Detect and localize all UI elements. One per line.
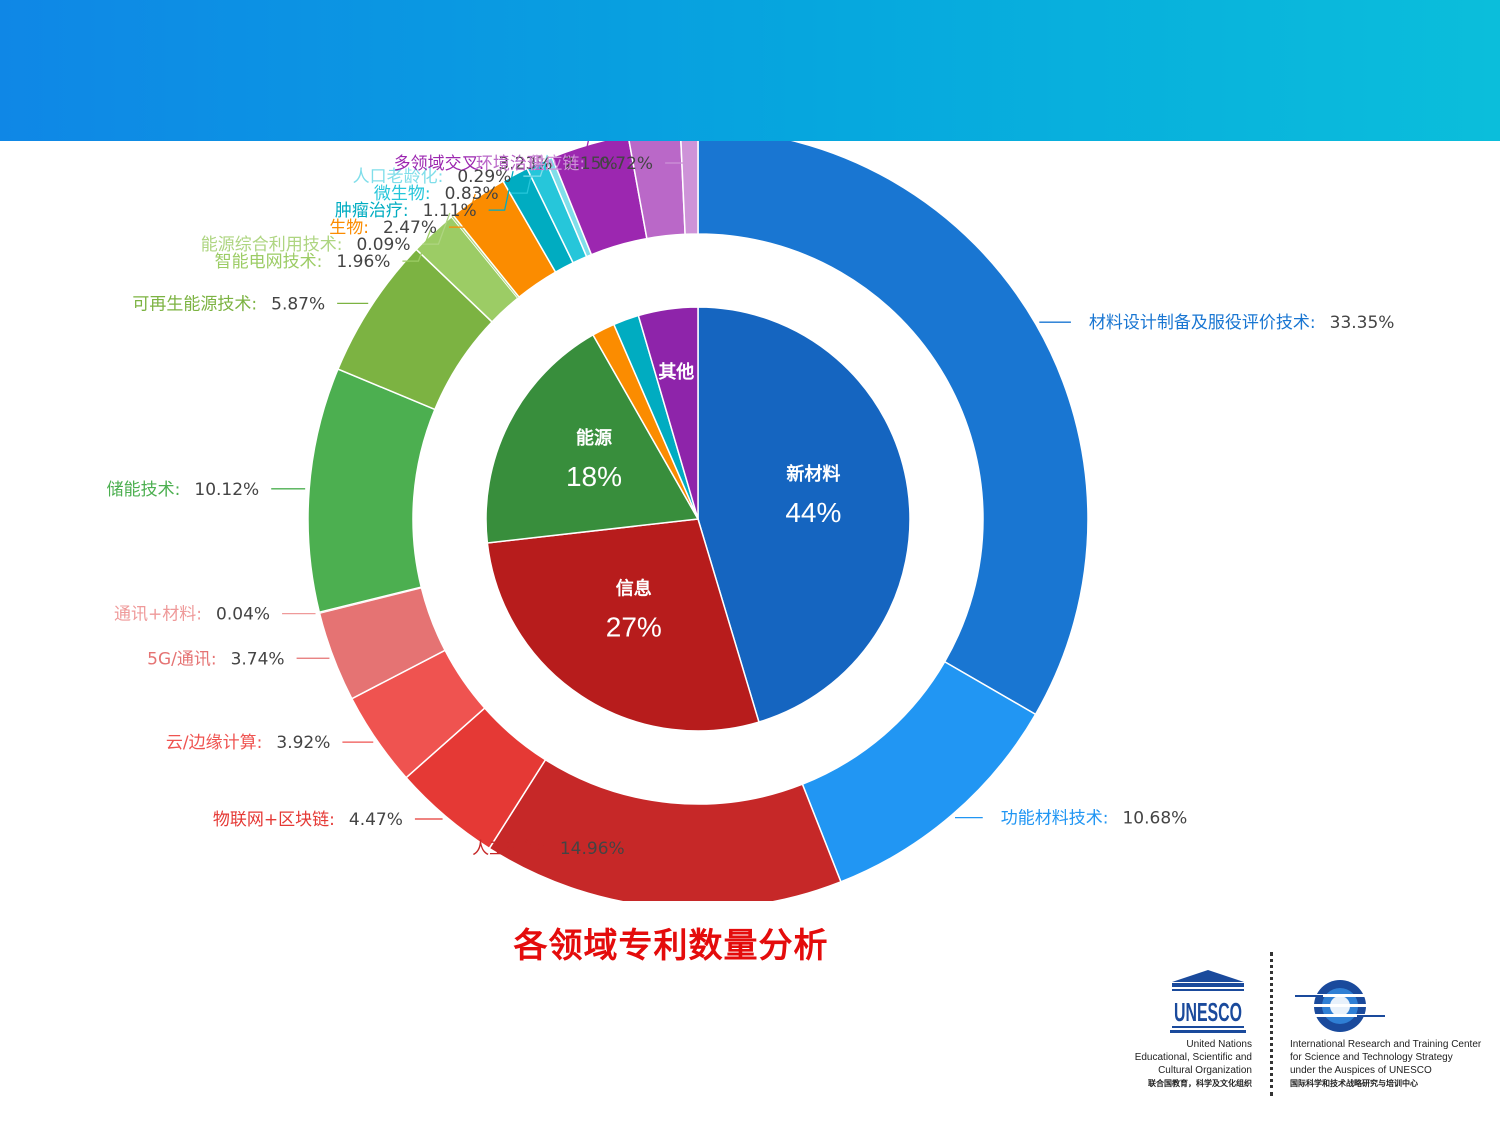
outer-label-name: 5G/通讯: [147, 649, 216, 669]
outer-label-value: 3.92% [276, 733, 330, 753]
outer-label-value: 0.83% [445, 184, 499, 204]
outer-slice-材料设计制备及服役评价技术 [697, 141, 1089, 716]
outer-label-name: 储能技术: [107, 480, 181, 500]
outer-label-value: 0.09% [356, 235, 410, 255]
outer-label-name: 材料设计制备及服役评价技术: [1089, 313, 1316, 333]
outer-label-value: 3.23% [498, 154, 552, 174]
outer-label-value: 5.87% [271, 294, 325, 314]
leader-多领域交叉 [564, 141, 589, 164]
outer-label-value: 0.04% [216, 605, 270, 625]
outer-label-可再生能源技术: 可再生能源技术: 5.87% [132, 294, 325, 314]
leader-微生物 [510, 160, 536, 194]
outer-label-人工智能: 人工智能: 14.96% [472, 839, 625, 859]
outer-slice-人工智能 [488, 758, 842, 901]
outer-label-value: 4.47% [349, 810, 403, 830]
outer-label-value: 2.15% [564, 154, 618, 174]
outer-label-value: 0.29% [457, 167, 511, 187]
outer-label-value: 1.96% [336, 252, 390, 272]
outer-label-value: 33.35% [1330, 313, 1395, 333]
outer-label-功能材料技术: 功能材料技术: 10.68% [1001, 809, 1188, 829]
outer-label-value: 0.72% [599, 154, 653, 174]
inner-label-信息: 信息 [616, 577, 652, 599]
leader-lines [271, 141, 1071, 901]
outer-label-name: 供应链: [528, 154, 585, 174]
outer-labels: 材料设计制备及服役评价技术: 33.35% 功能材料技术: 10.68% 人工智能: 14… [107, 154, 1395, 859]
center-logo: International Research and Training Cent… [1285, 948, 1500, 1098]
center-name: International Research and Training Cent… [1290, 1039, 1482, 1088]
inner-slice-能源 [485, 333, 700, 544]
outer-label-智能电网技术: 智能电网技术: 1.96% [215, 252, 391, 272]
outer-slice-供应链 [680, 141, 699, 236]
outer-label-name: 能源综合利用技术: [201, 235, 343, 255]
outer-label-name: 通讯+材料: [114, 605, 202, 625]
inner-label-其他: 其他 [658, 361, 694, 383]
outer-label-多领域交叉: 多领域交叉: 3.23% [394, 154, 553, 174]
outer-label-value: 10.68% [1122, 809, 1187, 829]
outer-slice-储能技术 [307, 368, 436, 614]
outer-label-环境治理: 环境治理: 2.15% [476, 154, 618, 174]
outer-label-value: 14.96% [560, 839, 625, 859]
outer-label-储能技术: 储能技术: 10.12% [107, 480, 260, 500]
inner-slice-信息 [486, 518, 760, 732]
globe-icon [1295, 980, 1385, 1032]
patent-donut-chart: 材料设计制备及服役评价技术: 33.35% 功能材料技术: 10.68% 人工智能: 14… [107, 141, 1395, 901]
outer-label-供应链: 供应链: 0.72% [528, 154, 653, 174]
outer-label-name: 功能材料技术: [1001, 809, 1109, 829]
outer-ring [307, 141, 1089, 901]
outer-label-name: 多领域交叉: [394, 154, 485, 174]
inner-percent-能源: 18% [566, 461, 622, 492]
leader-供应链 [665, 141, 690, 164]
outer-label-肿瘤治疗: 肿瘤治疗: 1.11% [335, 201, 477, 221]
chart-caption: 各领域专利数量分析 [513, 926, 829, 966]
unesco-wordmark: UNESCO [1174, 997, 1242, 1027]
inner-label-能源: 能源 [576, 427, 612, 449]
outer-label-物联网+区块链: 物联网+区块链: 4.47% [213, 810, 403, 830]
outer-label-通讯+材料: 通讯+材料: 0.04% [114, 605, 270, 625]
outer-label-5G/通讯: 5G/通讯: 3.74% [147, 649, 284, 669]
outer-label-value: 3.74% [231, 649, 285, 669]
inner-percent-信息: 27% [606, 611, 662, 642]
outer-label-微生物: 微生物: 0.83% [374, 184, 499, 204]
outer-label-name: 微生物: [374, 184, 431, 204]
outer-label-name: 云/边缘计算: [166, 733, 262, 753]
inner-percent-新材料: 44% [785, 497, 841, 528]
outer-label-name: 可再生能源技术: [132, 294, 257, 314]
outer-label-name: 环境治理: [476, 154, 550, 174]
logo-divider [1270, 952, 1273, 1096]
inner-slice-其他 [637, 306, 699, 520]
unesco-name: United Nations Educational, Scientific a… [1134, 1039, 1252, 1088]
inner-slice-新材料 [697, 306, 911, 723]
leader-能源综合利用技术 [422, 212, 451, 245]
outer-label-value: 10.12% [194, 480, 259, 500]
outer-label-name: 智能电网技术: [215, 252, 323, 272]
header-banner [0, 0, 1500, 141]
leader-人工智能 [636, 847, 662, 901]
leader-人口老龄化 [523, 154, 548, 177]
leader-智能电网技术 [402, 229, 432, 262]
unesco-logo: UNESCO United Nations Educational, Scien… [1120, 948, 1260, 1098]
logo-area: UNESCO United Nations Educational, Scien… [1120, 948, 1500, 1098]
outer-label-value: 2.47% [383, 218, 437, 238]
outer-label-name: 生物: [329, 218, 369, 238]
outer-label-value: 1.11% [423, 201, 477, 221]
outer-slice-功能材料技术 [801, 660, 1037, 883]
outer-label-name: 肿瘤治疗: [335, 201, 409, 221]
inner-pie [485, 306, 911, 732]
inner-label-新材料: 新材料 [786, 463, 840, 485]
outer-label-生物: 生物: 2.47% [329, 218, 437, 238]
outer-label-云/边缘计算: 云/边缘计算: 3.92% [166, 733, 330, 753]
outer-label-name: 人口老龄化: [353, 167, 444, 187]
unesco-temple-icon: UNESCO [1170, 970, 1246, 1033]
leader-环境治理 [629, 141, 654, 164]
outer-label-name: 人工智能: [472, 839, 546, 859]
leader-肿瘤治疗 [488, 170, 514, 211]
outer-label-材料设计制备及服役评价技术: 材料设计制备及服役评价技术: 33.35% [1089, 313, 1395, 333]
inner-labels: 新材料 44% 信息 27% 能源 18% 其他 [566, 361, 841, 642]
outer-label-能源综合利用技术: 能源综合利用技术: 0.09% [201, 235, 411, 255]
outer-label-name: 物联网+区块链: [213, 810, 335, 830]
outer-label-人口老龄化: 人口老龄化: 0.29% [353, 167, 512, 187]
leader-生物 [449, 193, 476, 228]
